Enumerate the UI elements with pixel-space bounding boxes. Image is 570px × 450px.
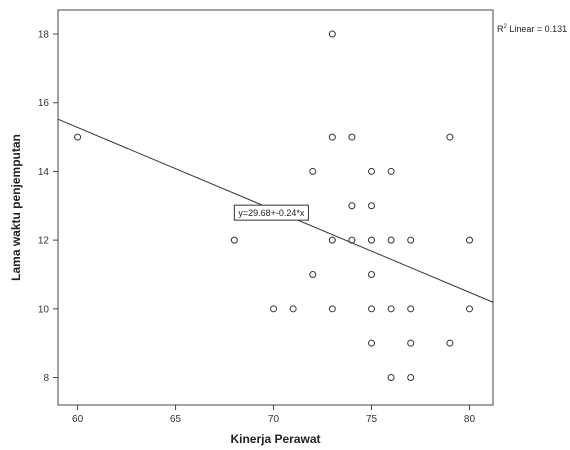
fit-line-group: y=29.68+-0.24*x bbox=[57, 118, 494, 303]
fit-label-text: y=29.68+-0.24*x bbox=[238, 208, 305, 218]
plot-frame bbox=[57, 9, 494, 406]
data-point bbox=[387, 374, 395, 382]
fit-label: y=29.68+-0.24*x bbox=[233, 204, 309, 221]
data-point bbox=[368, 202, 376, 210]
data-point bbox=[348, 133, 356, 141]
ticks: 60 65 70 75 80 8 10 12 14 16 18 bbox=[38, 30, 476, 425]
data-point bbox=[74, 133, 82, 141]
data-point bbox=[270, 305, 278, 313]
data-point bbox=[368, 236, 376, 244]
data-point bbox=[348, 202, 356, 210]
data-point bbox=[230, 236, 238, 244]
x-tick-label: 80 bbox=[464, 414, 476, 425]
data-point bbox=[407, 305, 415, 313]
data-point bbox=[309, 270, 317, 278]
y-tick-label: 14 bbox=[38, 167, 50, 178]
data-points bbox=[74, 30, 473, 382]
data-point bbox=[348, 236, 356, 244]
r2-superscript: 2 bbox=[504, 24, 508, 30]
y-tick-label: 12 bbox=[38, 236, 50, 247]
x-axis-label: Kinerja Perawat bbox=[230, 432, 320, 446]
data-point bbox=[368, 305, 376, 313]
y-axis-label: Lama waktu penjemputan bbox=[9, 134, 23, 281]
data-point bbox=[446, 133, 454, 141]
data-point bbox=[446, 339, 454, 347]
r2-prefix: R bbox=[497, 24, 504, 34]
data-point bbox=[387, 236, 395, 244]
r2-annotation: R2 Linear = 0.131 bbox=[497, 24, 567, 34]
data-point bbox=[368, 167, 376, 175]
data-point bbox=[407, 236, 415, 244]
axes bbox=[57, 9, 494, 406]
data-point bbox=[328, 30, 336, 38]
x-tick-label: 60 bbox=[72, 414, 84, 425]
y-tick-label: 16 bbox=[38, 98, 50, 109]
data-point bbox=[309, 167, 317, 175]
data-point bbox=[368, 339, 376, 347]
data-point bbox=[387, 167, 395, 175]
data-point bbox=[407, 374, 415, 382]
labels: Kinerja Perawat Lama waktu penjemputan R… bbox=[9, 24, 567, 446]
x-tick-label: 70 bbox=[268, 414, 280, 425]
data-point bbox=[328, 305, 336, 313]
data-point bbox=[368, 270, 376, 278]
r2-suffix: Linear = 0.131 bbox=[507, 24, 567, 34]
data-point bbox=[387, 305, 395, 313]
data-point bbox=[465, 236, 473, 244]
x-tick-label: 65 bbox=[170, 414, 182, 425]
y-tick-label: 8 bbox=[43, 373, 49, 384]
data-point bbox=[289, 305, 297, 313]
y-tick-label: 18 bbox=[38, 30, 50, 41]
data-point bbox=[407, 339, 415, 347]
data-point bbox=[465, 305, 473, 313]
y-tick-label: 10 bbox=[38, 304, 50, 315]
data-point bbox=[328, 133, 336, 141]
data-point bbox=[328, 236, 336, 244]
fit-label-box bbox=[233, 204, 309, 221]
x-tick-label: 75 bbox=[366, 414, 378, 425]
